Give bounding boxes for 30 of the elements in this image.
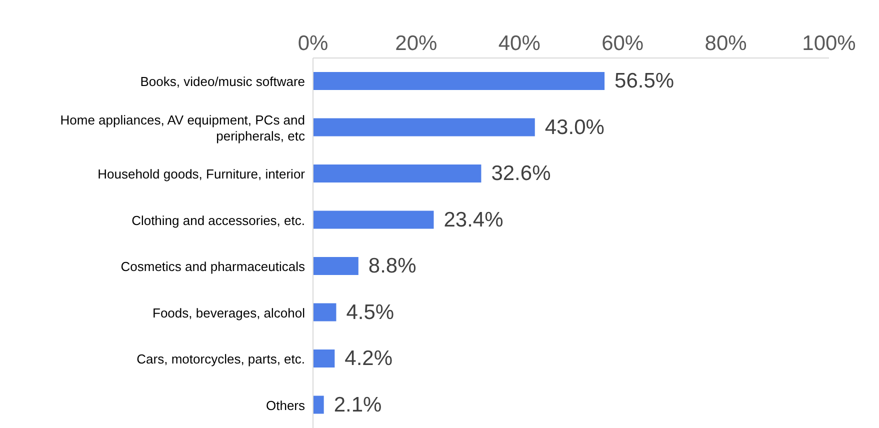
y-tick-label: Books, video/music software [140,74,305,89]
bar [313,164,482,182]
bar [313,257,358,275]
bar [313,118,535,136]
x-tick-label: 20% [395,32,438,55]
y-tick-label: Cars, motorcycles, parts, etc. [136,351,305,366]
data-label: 43.0% [544,116,604,139]
data-label: 56.5% [614,70,674,92]
y-tick-label: Foods, beverages, alcohol [152,304,306,320]
data-label: 4.2% [344,347,393,370]
data-label: 32.6% [491,162,551,185]
y-tick-label: Clothing and accessories, etc. [132,212,305,228]
data-label: 4.5% [346,300,394,324]
x-tick-label: 80% [704,32,747,55]
data-label: 2.1% [334,393,382,416]
bar [313,210,434,229]
data-label: 23.4% [444,208,504,232]
y-tick-label: Home appliances, AV equipment, PCs and peripherals, etc [60,112,306,143]
bar [313,303,336,322]
bar [313,350,335,368]
bar [313,396,324,414]
y-tick-label: Cosmetics and pharmaceuticals [120,258,306,274]
y-tick-label: Household goods, Furniture, interior [98,166,306,182]
x-tick-label: 0% [298,32,328,55]
data-label: 8.8% [368,254,416,278]
x-tick-label: 60% [602,32,644,55]
y-tick-label: Others [266,397,306,412]
x-tick-label: 100% [802,32,856,55]
bar [313,72,605,90]
x-tick-label: 40% [498,32,540,55]
